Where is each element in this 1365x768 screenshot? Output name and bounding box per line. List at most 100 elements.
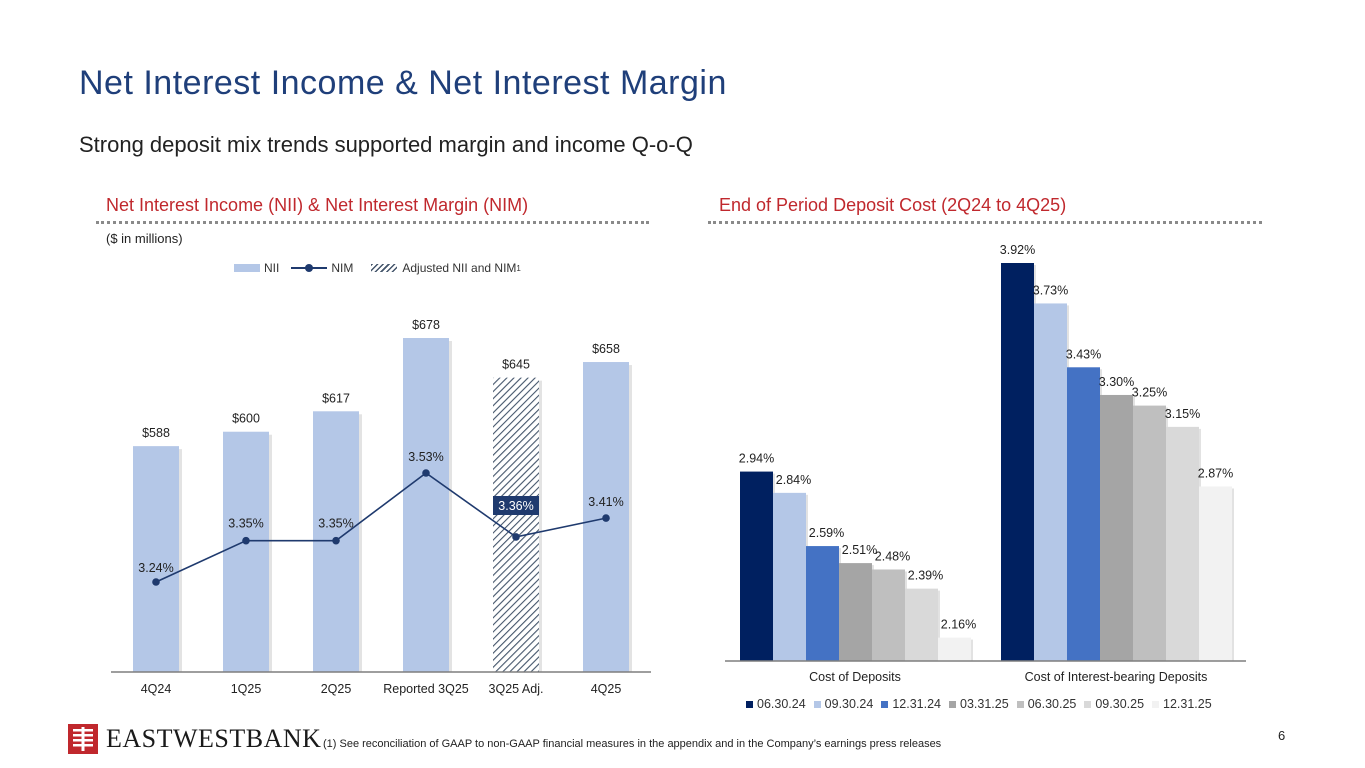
nii-bar [223, 431, 269, 672]
deposit-legend-label: 09.30.25 [1095, 697, 1145, 711]
deposit-legend-item: 06.30.25 [1016, 697, 1077, 711]
deposit-bar [1166, 426, 1199, 661]
deposit-bar-label: 2.51% [842, 543, 877, 557]
units-note: ($ in millions) [106, 231, 183, 246]
nii-bar-label: $678 [412, 318, 440, 332]
nii-bar [133, 446, 179, 672]
nim-point-label: 3.35% [228, 517, 263, 531]
deposit-bar [1133, 405, 1166, 661]
nii-bar-label: $645 [502, 358, 530, 372]
nim-legend-label: NIM [331, 261, 354, 275]
nim-point-label: 3.41% [588, 495, 623, 509]
deposit-bar-label: 2.94% [739, 452, 774, 466]
nim-highlight-box [493, 496, 539, 515]
nim-point-label: 3.36% [498, 499, 533, 513]
right-section-divider [708, 221, 1262, 224]
deposit-bar [740, 471, 773, 661]
adjusted-legend-swatch [371, 264, 398, 272]
nii-bar-label: $617 [322, 391, 350, 405]
nii-bar-label: $588 [142, 426, 170, 440]
x-tick-label: 3Q25 Adj. [489, 682, 544, 696]
deposit-cost-legend: 06.30.24 09.30.24 12.31.24 03.31.25 06.30.25… [746, 697, 1220, 711]
deposit-bar [839, 563, 872, 661]
deposit-category-label: Cost of Interest-bearing Deposits [1025, 670, 1208, 684]
adjusted-legend-label: Adjusted NII and NIM [402, 261, 517, 275]
deposit-legend-swatch [1084, 700, 1092, 708]
nim-legend-swatch [291, 263, 328, 273]
deposit-bar-label: 2.84% [776, 473, 811, 487]
nim-point [332, 536, 340, 545]
nii-bar-label: $600 [232, 412, 260, 426]
x-tick-label: 4Q25 [591, 682, 622, 696]
deposit-bar-label: 3.15% [1165, 407, 1200, 421]
deposit-legend-item: 03.31.25 [949, 697, 1009, 711]
deposit-legend-label: 09.30.24 [824, 697, 874, 711]
deposit-bar-label: 2.48% [875, 549, 910, 563]
nim-point-label: 3.35% [318, 517, 353, 531]
adjusted-legend-footnote-ref: 1 [516, 263, 521, 273]
x-tick-label: 2Q25 [321, 682, 352, 696]
deposit-bar [1067, 367, 1100, 661]
page-title: Net Interest Income & Net Interest Margi… [79, 64, 727, 102]
deposit-legend-swatch [746, 700, 753, 708]
nim-point [152, 578, 160, 586]
x-tick-label: Reported 3Q25 [383, 682, 469, 696]
right-section-title: End of Period Deposit Cost (2Q24 to 4Q25… [719, 195, 1067, 215]
deposit-legend-label: 03.31.25 [960, 697, 1009, 711]
deposit-legend-item: 06.30.24 [746, 697, 806, 711]
deposit-legend-swatch [881, 700, 889, 708]
nim-line [155, 472, 607, 583]
deposit-legend-label: 12.31.24 [892, 697, 942, 711]
deposit-legend-swatch [949, 700, 957, 708]
deposit-legend-label: 06.30.25 [1027, 697, 1077, 711]
nim-point-label: 3.53% [408, 450, 443, 464]
deposit-bar [872, 569, 905, 661]
deposit-bar-label: 2.16% [941, 618, 976, 632]
nim-point [242, 536, 250, 545]
bank-logo-icon [68, 724, 98, 754]
deposit-bar-label: 2.59% [809, 526, 844, 540]
deposit-legend-item: 09.30.25 [1084, 697, 1144, 711]
deposit-bar [773, 492, 806, 661]
deposit-bar-label: 3.25% [1132, 386, 1167, 400]
x-tick-label: 4Q24 [141, 682, 172, 696]
deposit-legend-item: 12.31.25 [1152, 697, 1212, 711]
deposit-bar-label: 2.39% [908, 569, 943, 583]
deposit-legend-swatch [1016, 700, 1024, 708]
deposit-bar [1199, 486, 1232, 661]
deposit-bar-label: 3.43% [1066, 347, 1101, 361]
deposit-bar-label: 3.92% [1000, 243, 1035, 257]
nim-point-label: 3.24% [138, 561, 173, 575]
nim-point [512, 533, 520, 541]
company-logo: EASTWESTBANK [68, 724, 321, 754]
nii-legend-label: NII [264, 261, 280, 275]
deposit-bar-label: 3.30% [1099, 375, 1134, 389]
left-section-divider [96, 221, 649, 224]
footnote: (1) See reconciliation of GAAP to non-GA… [323, 738, 942, 750]
deposit-legend-swatch [813, 700, 821, 708]
left-section-title: Net Interest Income (NII) & Net Interest… [106, 195, 529, 215]
deposit-bar [1034, 303, 1067, 661]
nii-chart-legend: NII NIM Adjusted NII and NIM 1 [234, 261, 521, 275]
nii-bar-label: $658 [592, 342, 620, 356]
deposit-bar [806, 546, 839, 661]
deposit-legend-label: 12.31.25 [1163, 697, 1212, 711]
x-tick-label: 1Q25 [231, 682, 262, 696]
deposit-bar [905, 588, 938, 661]
nii-bar [493, 377, 539, 672]
deposit-legend-swatch [1152, 700, 1160, 708]
deposit-bar-label: 3.73% [1033, 283, 1068, 297]
deposit-legend-label: 06.30.24 [757, 697, 806, 711]
deposit-bar [938, 637, 971, 661]
page-number: 6 [1278, 728, 1286, 743]
deposit-bar-label: 2.87% [1198, 466, 1233, 480]
deposit-bar [1001, 263, 1034, 661]
deposit-bar [1100, 394, 1133, 661]
nii-bar [403, 338, 449, 672]
deposit-legend-item: 09.30.24 [813, 697, 874, 711]
nim-point [422, 469, 430, 477]
logo-wordmark: EASTWESTBANK [106, 724, 322, 753]
nim-point [602, 514, 610, 522]
deposit-category-label: Cost of Deposits [809, 670, 901, 684]
